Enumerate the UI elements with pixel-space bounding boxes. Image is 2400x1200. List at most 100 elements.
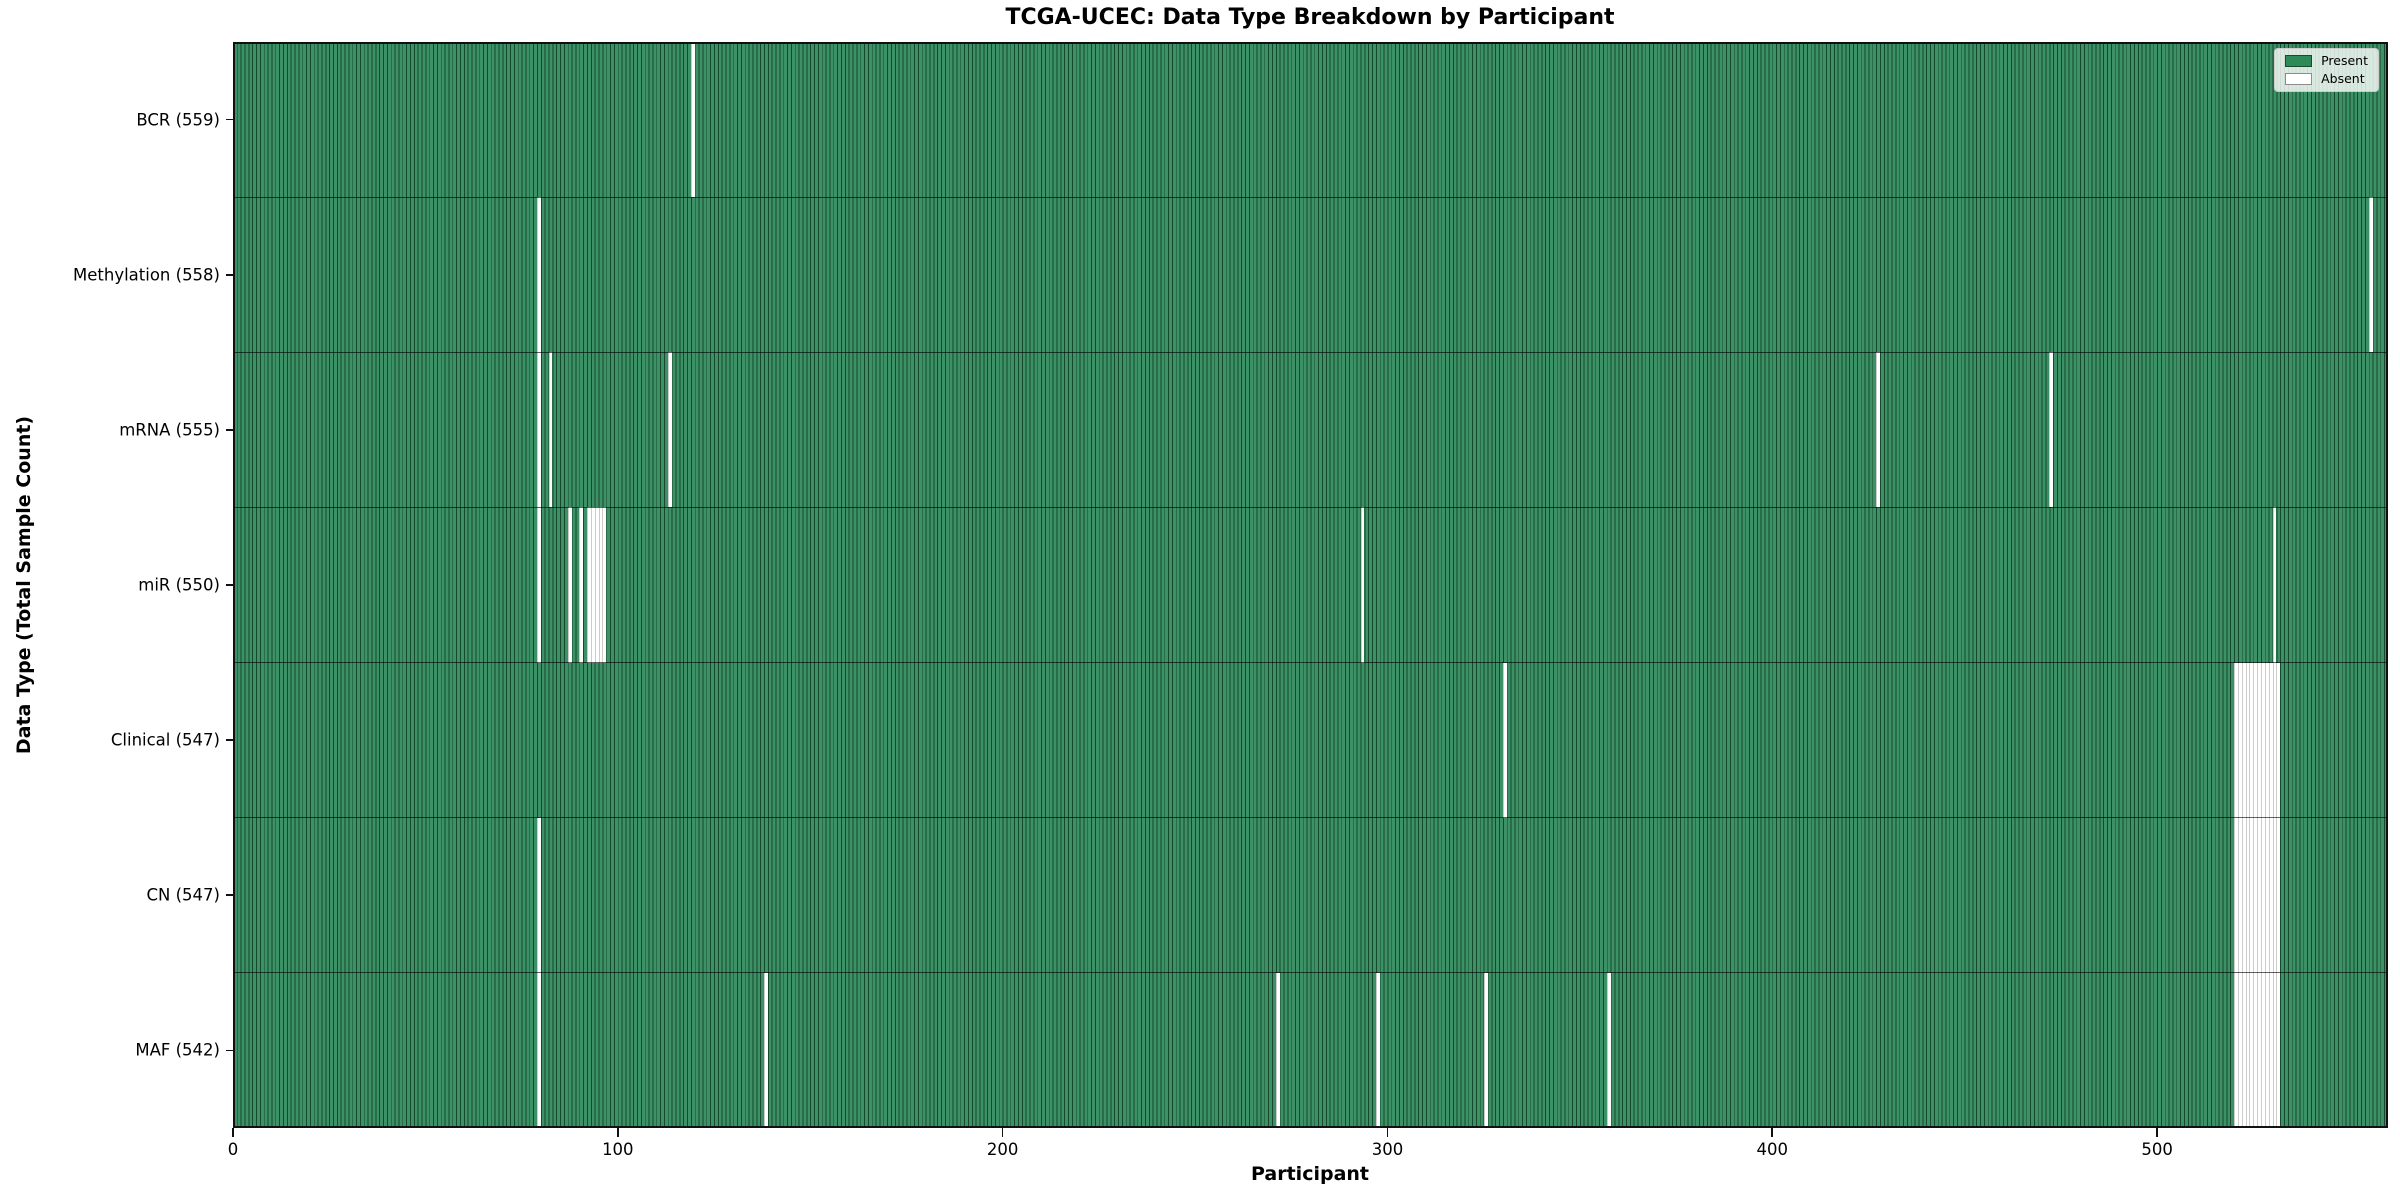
absent-mark xyxy=(2268,972,2273,1128)
absent-mark xyxy=(567,507,572,663)
absent-mark xyxy=(537,352,541,508)
legend-item-absent: Absent xyxy=(2285,70,2368,86)
x-tick-label: 100 xyxy=(602,1140,634,1159)
absent-mark xyxy=(1483,972,1488,1128)
absent-mark xyxy=(2268,662,2273,818)
absent-mark xyxy=(2253,972,2258,1128)
absent-mark xyxy=(2272,817,2277,973)
absent-mark xyxy=(2257,817,2261,973)
row-band-maf xyxy=(233,972,2388,1128)
absent-mark xyxy=(2234,817,2238,973)
absent-mark xyxy=(537,197,541,353)
absent-mark xyxy=(1502,662,1507,818)
absent-mark xyxy=(2245,662,2250,818)
x-tick-mark xyxy=(232,1128,234,1137)
row-band-mrna xyxy=(233,352,2388,508)
legend-label-absent: Absent xyxy=(2321,70,2365,86)
absent-mark xyxy=(764,972,768,1128)
absent-mark xyxy=(2261,662,2265,818)
row-band-bcr xyxy=(233,42,2388,198)
y-tick-label: MAF (542) xyxy=(135,1040,220,1060)
absent-mark xyxy=(594,507,599,663)
y-tick-mark xyxy=(226,894,233,897)
absent-mark xyxy=(2368,197,2373,353)
absent-mark xyxy=(537,817,541,973)
absent-mark xyxy=(2241,817,2246,973)
row-separator xyxy=(233,817,2388,819)
absent-mark xyxy=(2049,352,2054,508)
x-tick-label: 400 xyxy=(1756,1140,1789,1159)
absent-mark xyxy=(2261,972,2265,1128)
absent-mark xyxy=(2257,972,2261,1128)
absent-mark xyxy=(690,42,695,198)
row-band-clinical xyxy=(233,662,2388,818)
absent-mark xyxy=(1876,352,1881,508)
absent-mark xyxy=(2272,972,2277,1128)
absent-mark xyxy=(1606,972,1611,1128)
absent-mark xyxy=(2237,972,2242,1128)
absent-mark xyxy=(548,352,553,508)
plot-area: Present Absent xyxy=(233,42,2388,1128)
y-tick-label: miR (550) xyxy=(138,575,220,595)
row-separator xyxy=(233,972,2388,974)
x-tick-mark xyxy=(2156,1128,2158,1137)
absent-mark xyxy=(598,507,603,663)
absent-mark xyxy=(2268,817,2273,973)
present-swatch xyxy=(2285,55,2313,68)
absent-mark xyxy=(2264,817,2269,973)
absent-mark xyxy=(2234,972,2238,1128)
x-tick-mark xyxy=(1386,1128,1389,1137)
row-band-cn xyxy=(233,817,2388,973)
legend-item-present: Present xyxy=(2285,53,2368,68)
absent-mark xyxy=(2276,817,2281,973)
absent-mark xyxy=(602,507,607,663)
absent-mark xyxy=(1375,972,1380,1128)
absent-mark xyxy=(2241,662,2246,818)
absent-mark xyxy=(587,507,591,663)
y-tick-mark xyxy=(226,584,233,586)
y-tick-label: BCR (559) xyxy=(136,110,220,130)
row-separator xyxy=(233,662,2388,664)
row-separator xyxy=(233,351,2388,353)
row-band-mir xyxy=(233,507,2388,663)
absent-mark xyxy=(2272,662,2277,818)
x-tick-label: 500 xyxy=(2141,1140,2173,1159)
absent-mark xyxy=(1360,507,1365,663)
absent-mark xyxy=(2276,662,2281,818)
y-tick-mark xyxy=(226,1049,233,1052)
y-tick-mark xyxy=(226,429,233,431)
y-tick-mark xyxy=(226,273,233,276)
absent-mark xyxy=(667,352,672,508)
row-band-methylation xyxy=(233,197,2388,353)
absent-mark xyxy=(2264,972,2269,1128)
absent-mark xyxy=(579,507,584,663)
absent-mark xyxy=(2245,972,2250,1128)
absent-mark xyxy=(1275,972,1280,1128)
absent-mark xyxy=(590,507,595,663)
x-tick-label: 300 xyxy=(1371,1140,1404,1159)
y-tick-mark xyxy=(226,739,233,741)
y-tick-label: CN (547) xyxy=(146,885,220,905)
y-tick-mark xyxy=(226,118,233,121)
chart-title: TCGA-UCEC: Data Type Breakdown by Partic… xyxy=(1005,5,1615,30)
absent-swatch xyxy=(2285,72,2313,85)
absent-mark xyxy=(2253,817,2258,973)
absent-mark xyxy=(2272,507,2277,663)
legend-label-present: Present xyxy=(2321,53,2368,68)
absent-mark xyxy=(2261,817,2265,973)
absent-mark xyxy=(537,507,541,663)
absent-mark xyxy=(2264,662,2269,818)
legend: Present Absent xyxy=(2274,48,2379,92)
x-tick-label: 200 xyxy=(986,1140,1019,1159)
x-axis-label: Participant xyxy=(1250,1163,1370,1185)
x-tick-label: 0 xyxy=(227,1140,239,1159)
absent-mark xyxy=(2241,972,2246,1128)
absent-mark xyxy=(2234,662,2238,818)
row-separator xyxy=(233,196,2388,198)
absent-mark xyxy=(2257,662,2261,818)
x-tick-mark xyxy=(1001,1128,1004,1137)
absent-mark xyxy=(2249,972,2254,1128)
absent-mark xyxy=(2276,972,2281,1128)
absent-mark xyxy=(2253,662,2258,818)
